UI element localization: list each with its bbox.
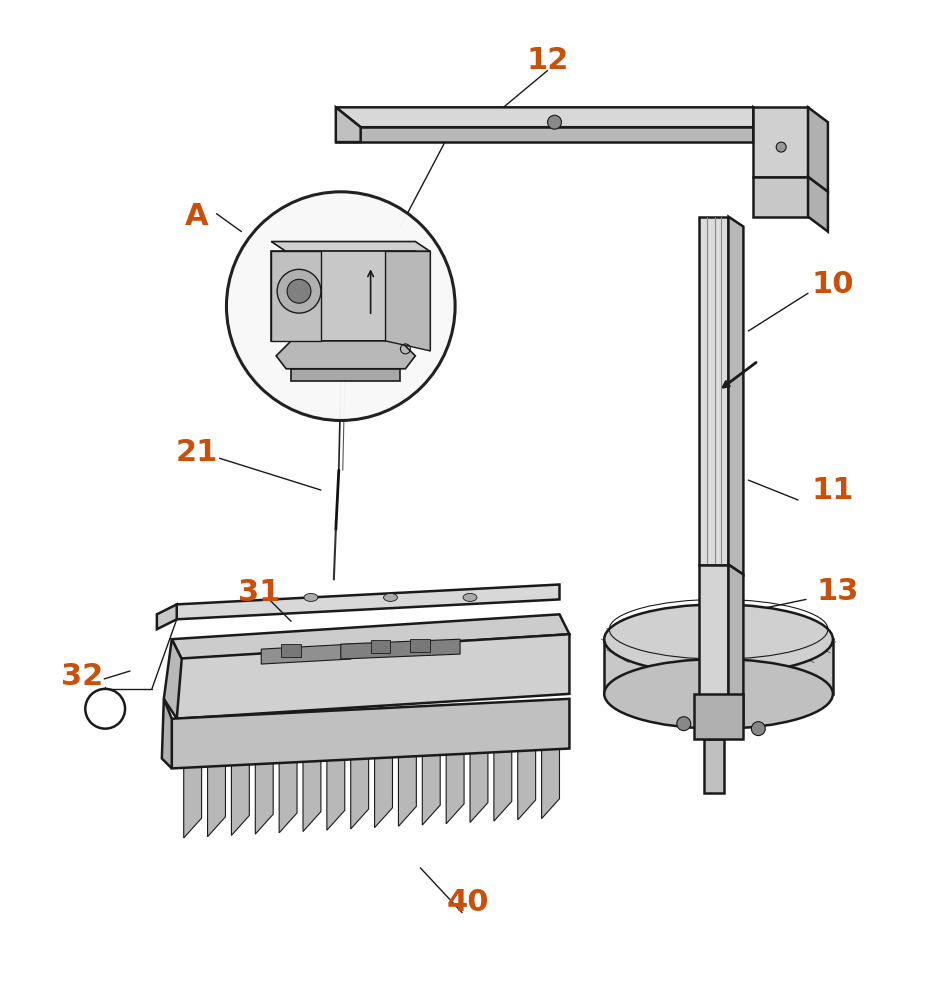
Polygon shape — [177, 585, 560, 619]
Polygon shape — [336, 127, 754, 142]
Polygon shape — [416, 251, 430, 351]
Polygon shape — [518, 730, 536, 820]
Polygon shape — [728, 217, 743, 575]
Polygon shape — [291, 369, 401, 381]
Polygon shape — [341, 639, 460, 659]
Circle shape — [547, 115, 562, 129]
Polygon shape — [808, 177, 828, 232]
Polygon shape — [728, 565, 743, 724]
Polygon shape — [694, 694, 743, 739]
Polygon shape — [171, 614, 569, 659]
Polygon shape — [699, 565, 728, 714]
Polygon shape — [336, 107, 778, 127]
Text: 10: 10 — [812, 270, 854, 299]
Polygon shape — [494, 732, 511, 821]
Polygon shape — [303, 742, 321, 832]
Polygon shape — [422, 736, 440, 825]
Polygon shape — [446, 734, 464, 824]
Ellipse shape — [384, 593, 398, 601]
Polygon shape — [164, 639, 182, 719]
Polygon shape — [808, 107, 828, 192]
Ellipse shape — [604, 604, 832, 674]
Polygon shape — [604, 639, 832, 694]
Polygon shape — [542, 729, 560, 819]
Polygon shape — [350, 739, 368, 829]
Polygon shape — [327, 741, 345, 830]
Circle shape — [751, 722, 765, 736]
Polygon shape — [271, 242, 430, 251]
FancyBboxPatch shape — [410, 639, 430, 652]
Circle shape — [277, 269, 321, 313]
Polygon shape — [171, 699, 569, 768]
Polygon shape — [261, 644, 350, 664]
Polygon shape — [271, 251, 416, 341]
Text: 12: 12 — [527, 46, 569, 75]
Polygon shape — [754, 177, 808, 217]
Ellipse shape — [604, 659, 832, 729]
Ellipse shape — [463, 593, 477, 601]
Polygon shape — [375, 738, 392, 828]
FancyBboxPatch shape — [281, 644, 301, 657]
Polygon shape — [277, 341, 416, 369]
Polygon shape — [256, 745, 273, 834]
Polygon shape — [279, 743, 297, 833]
Polygon shape — [699, 217, 728, 565]
FancyBboxPatch shape — [370, 640, 390, 653]
Circle shape — [226, 192, 456, 420]
Circle shape — [677, 717, 690, 731]
Polygon shape — [171, 634, 569, 719]
Text: 32: 32 — [62, 662, 103, 691]
Polygon shape — [336, 107, 361, 142]
Polygon shape — [207, 747, 225, 837]
Circle shape — [287, 279, 311, 303]
Text: 11: 11 — [812, 476, 854, 505]
Polygon shape — [157, 604, 177, 629]
Ellipse shape — [304, 593, 318, 601]
Text: 13: 13 — [816, 577, 859, 606]
Polygon shape — [399, 737, 417, 826]
Polygon shape — [271, 251, 321, 341]
Text: 40: 40 — [447, 888, 490, 917]
Polygon shape — [754, 107, 808, 177]
Polygon shape — [704, 739, 724, 793]
Text: 31: 31 — [238, 578, 280, 607]
Text: 21: 21 — [175, 438, 218, 467]
Polygon shape — [231, 746, 249, 835]
Text: A: A — [185, 202, 208, 231]
Polygon shape — [162, 699, 171, 768]
Circle shape — [85, 689, 125, 729]
Polygon shape — [754, 107, 778, 142]
Polygon shape — [470, 733, 488, 822]
Circle shape — [777, 142, 786, 152]
Polygon shape — [385, 251, 430, 351]
Polygon shape — [184, 749, 202, 838]
